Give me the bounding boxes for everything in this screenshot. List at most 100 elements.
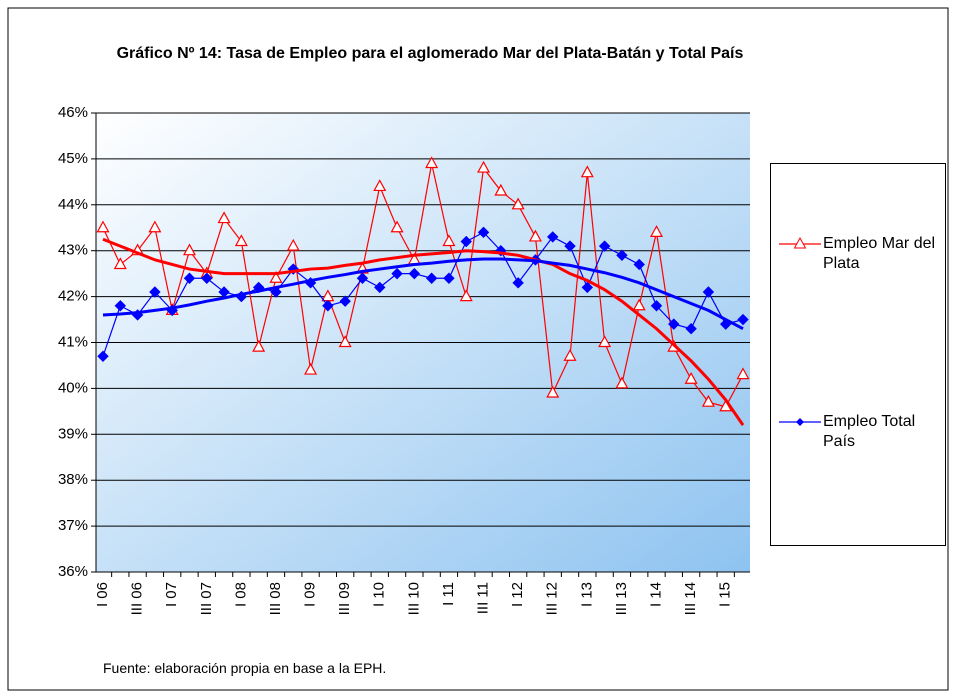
y-tick-label: 36% xyxy=(58,563,88,580)
marker xyxy=(339,295,351,307)
marker xyxy=(148,220,162,233)
marker xyxy=(391,267,403,280)
marker xyxy=(338,335,352,348)
marker xyxy=(182,243,197,256)
series-line xyxy=(102,163,744,408)
marker xyxy=(737,313,749,326)
x-tick-label: III 07 xyxy=(198,582,215,615)
x-tick-label: III 06 xyxy=(129,582,146,615)
legend-label: Empleo Total País xyxy=(823,413,916,450)
marker xyxy=(528,229,542,242)
marker xyxy=(183,272,196,284)
legend-entry: Empleo Mar del Plata xyxy=(777,234,947,274)
marker xyxy=(580,165,594,178)
marker xyxy=(615,376,629,389)
marker xyxy=(252,339,266,352)
marker xyxy=(494,183,508,196)
marker xyxy=(632,298,646,311)
x-tick-label: I 07 xyxy=(163,582,180,607)
marker xyxy=(201,272,213,284)
x-tick-label: III 14 xyxy=(682,582,699,615)
marker xyxy=(114,300,127,312)
y-tick-label: 41% xyxy=(58,333,88,350)
x-tick-label: III 10 xyxy=(405,582,422,615)
marker xyxy=(511,197,525,210)
marker xyxy=(563,349,577,361)
marker xyxy=(408,267,421,280)
y-tick-label: 42% xyxy=(58,288,88,305)
trend-line xyxy=(102,257,744,331)
chart-title: Gráfico Nº 14: Tasa de Empleo para el ag… xyxy=(116,45,744,62)
marker xyxy=(374,281,386,294)
y-tick-label: 43% xyxy=(58,242,88,259)
marker xyxy=(684,371,698,384)
marker xyxy=(598,240,611,252)
x-tick-label: III 12 xyxy=(544,582,561,615)
marker xyxy=(322,300,334,312)
marker xyxy=(650,300,663,312)
marker xyxy=(373,179,387,192)
marker xyxy=(477,160,491,173)
marker xyxy=(356,272,369,284)
marker xyxy=(113,257,127,270)
legend: Empleo Mar del Plata Empleo Total País xyxy=(770,163,946,546)
x-tick-label: I 06 xyxy=(94,582,111,607)
y-tick-label: 38% xyxy=(58,471,88,488)
marker xyxy=(97,350,109,362)
marker xyxy=(460,235,472,248)
marker xyxy=(581,281,594,294)
x-tick-label: I 10 xyxy=(371,582,388,607)
y-tick-label: 44% xyxy=(58,196,88,213)
marker xyxy=(736,367,750,380)
marker xyxy=(477,226,490,239)
marker xyxy=(685,323,697,335)
marker xyxy=(564,240,576,252)
marker xyxy=(668,318,680,330)
legend-swatch xyxy=(779,418,821,426)
marker xyxy=(149,286,161,298)
marker xyxy=(616,249,628,261)
marker xyxy=(633,258,645,271)
marker xyxy=(269,270,283,283)
y-tick-label: 39% xyxy=(58,425,88,442)
y-tick-label: 45% xyxy=(58,150,88,167)
marker xyxy=(701,394,715,407)
x-tick-label: I 12 xyxy=(509,582,526,607)
marker xyxy=(286,238,300,251)
x-tick-label: I 11 xyxy=(440,582,457,606)
x-tick-label: III 08 xyxy=(267,582,284,615)
source-note: Fuente: elaboración propia en base a la … xyxy=(103,660,387,676)
marker xyxy=(217,211,231,224)
x-tick-label: I 15 xyxy=(717,582,734,607)
y-tick-label: 46% xyxy=(58,104,88,121)
y-tick-label: 37% xyxy=(58,517,88,534)
marker xyxy=(304,362,318,375)
marker xyxy=(390,220,404,233)
x-tick-label: I 14 xyxy=(647,582,664,607)
y-tick-label: 40% xyxy=(58,379,88,396)
marker xyxy=(96,220,110,233)
marker xyxy=(425,156,439,169)
legend-label: Empleo Mar del Plata xyxy=(823,235,936,272)
marker xyxy=(547,231,559,243)
x-tick-label: I 08 xyxy=(232,582,249,607)
legend-marker xyxy=(793,236,807,249)
x-tick-label: I 13 xyxy=(578,582,595,607)
x-tick-label: I 09 xyxy=(302,582,319,607)
legend-entry: Empleo Total País xyxy=(777,412,947,452)
trend-line xyxy=(102,237,745,426)
x-tick-label: III 09 xyxy=(336,582,353,615)
marker xyxy=(512,277,524,289)
legend-swatch xyxy=(779,236,821,249)
marker xyxy=(459,289,473,302)
marker xyxy=(649,225,664,237)
marker xyxy=(598,335,612,348)
marker xyxy=(702,286,715,298)
marker xyxy=(546,385,560,398)
marker xyxy=(443,272,455,284)
marker xyxy=(270,286,282,298)
x-tick-label: III 11 xyxy=(475,582,492,614)
marker xyxy=(442,234,456,247)
marker xyxy=(234,234,248,247)
